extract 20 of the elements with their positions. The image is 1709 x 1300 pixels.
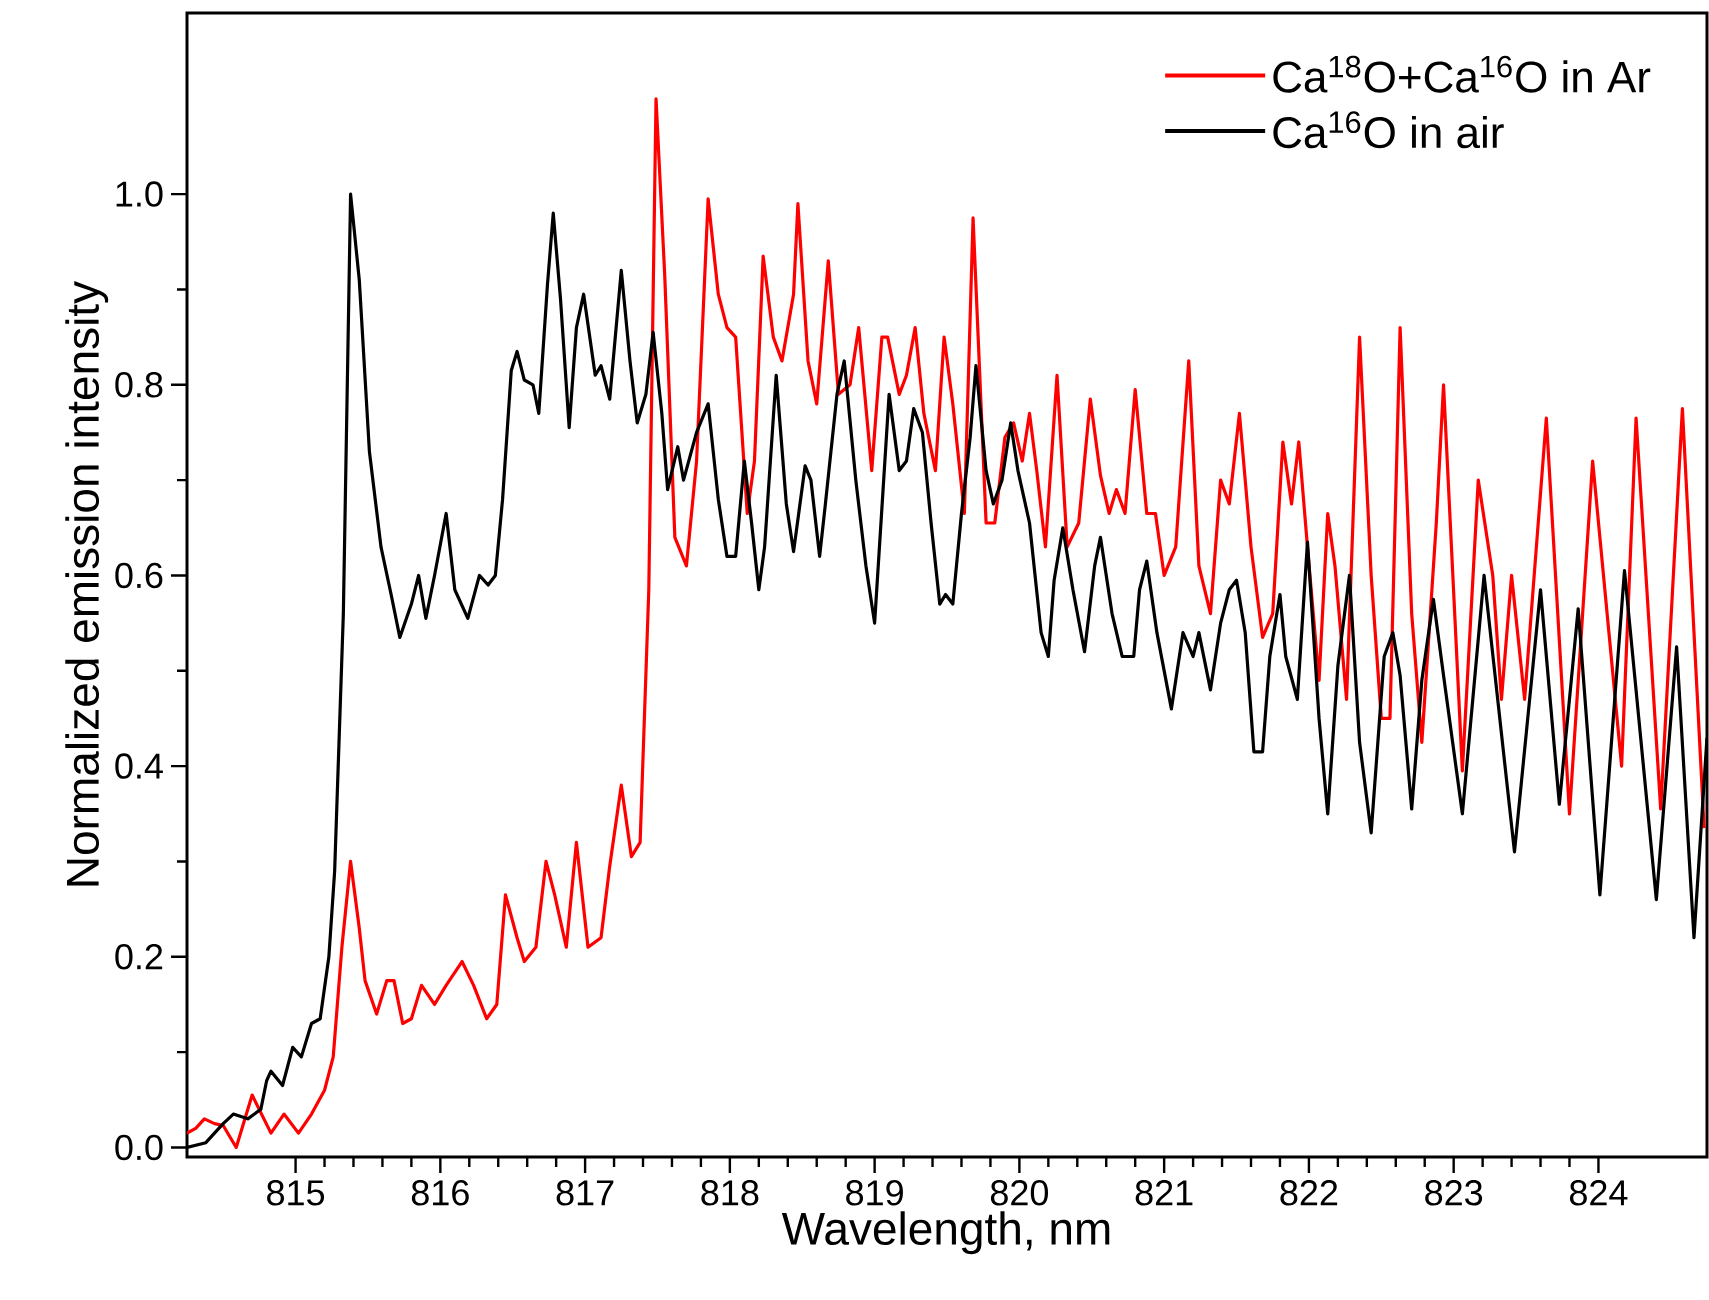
y-tick-label: 0.4: [115, 753, 163, 779]
x-tick-label: 818: [701, 1180, 759, 1206]
x-tick-label: 822: [1280, 1180, 1338, 1206]
x-tick-label: 819: [846, 1180, 903, 1206]
y-tick-label: 0.8: [115, 372, 163, 398]
x-tick-label: 821: [1135, 1180, 1193, 1206]
y-tick-label: 0.2: [115, 944, 163, 970]
x-axis-title: Wavelength, nm: [781, 1211, 1110, 1255]
legend-label: Ca$^{16}$O in air: [1273, 111, 1504, 149]
y-tick-label: 0.0: [115, 1134, 163, 1161]
y-tick-label: 1.0: [116, 181, 163, 207]
x-tick-label: 815: [267, 1180, 325, 1206]
legend-label: Ca$^{18}$O+Ca$^{16}$O in Ar: [1273, 55, 1651, 93]
y-tick-label: 0.6: [115, 562, 163, 589]
x-tick-label: 817: [556, 1180, 614, 1206]
x-tick-label: 823: [1425, 1180, 1483, 1206]
y-axis-title: Normalized emission intensity: [65, 280, 109, 886]
x-tick-label: 820: [990, 1180, 1049, 1206]
x-tick-label: 816: [411, 1180, 469, 1206]
x-tick-label: 824: [1569, 1180, 1628, 1206]
